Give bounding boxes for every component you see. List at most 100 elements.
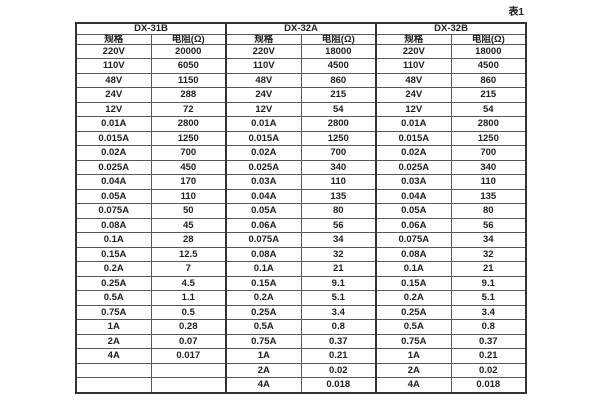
resistance-cell: 7 bbox=[150, 261, 227, 277]
spec-cell: 0.05A bbox=[225, 203, 302, 219]
table-row: 0.015A 1250 0.015A 1250 0.015A 1250 bbox=[75, 130, 527, 147]
spec-cell: 4A bbox=[375, 377, 452, 394]
spec-cell: 110V bbox=[75, 58, 152, 74]
spec-cell: 0.03A bbox=[225, 174, 302, 190]
resistance-cell: 215 bbox=[300, 87, 377, 103]
resistance-cell: 170 bbox=[150, 174, 227, 190]
spec-cell: 220V bbox=[225, 43, 302, 60]
spec-cell: 0.25A bbox=[75, 275, 152, 292]
table-row: 0.08A 45 0.06A 56 0.06A 56 bbox=[75, 217, 527, 234]
resistance-cell: 860 bbox=[450, 72, 527, 89]
table-row: 48V 1150 48V 860 48V 860 bbox=[75, 72, 527, 89]
resistance-cell: 340 bbox=[450, 159, 527, 176]
table-row: 0.25A 4.5 0.15A 9.1 0.15A 9.1 bbox=[75, 275, 527, 292]
group-header-dx32b: DX-32B bbox=[375, 22, 527, 35]
resistance-cell: 6050 bbox=[150, 58, 227, 74]
resistance-cell: 2800 bbox=[150, 116, 227, 132]
spec-cell: 0.08A bbox=[375, 246, 452, 263]
resistance-cell: 0.8 bbox=[450, 319, 527, 335]
resistance-cell: 0.5 bbox=[150, 304, 227, 321]
table-row: 1A 0.28 0.5A 0.8 0.5A 0.8 bbox=[75, 319, 527, 335]
spec-cell: 24V bbox=[375, 87, 452, 103]
spec-cell: 48V bbox=[225, 72, 302, 89]
resistance-cell: 0.017 bbox=[150, 348, 227, 364]
resistance-cell: 9.1 bbox=[300, 275, 377, 292]
resistance-cell: 0.8 bbox=[300, 319, 377, 335]
resistance-cell: 54 bbox=[450, 101, 527, 118]
table-row: 0.01A 2800 0.01A 2800 0.01A 2800 bbox=[75, 116, 527, 132]
table-row: 4A 0.017 1A 0.21 1A 0.21 bbox=[75, 348, 527, 364]
group-header-dx32a: DX-32A bbox=[225, 22, 377, 35]
spec-cell: 0.075A bbox=[225, 232, 302, 248]
spec-cell: 0.05A bbox=[375, 203, 452, 219]
resistance-cell: 4500 bbox=[450, 58, 527, 74]
resistance-cell bbox=[150, 377, 227, 394]
spec-cell: 1A bbox=[375, 348, 452, 364]
spec-cell bbox=[75, 362, 152, 379]
spec-cell: 0.06A bbox=[225, 217, 302, 234]
spec-cell: 0.01A bbox=[375, 116, 452, 132]
spec-cell: 0.5A bbox=[225, 319, 302, 335]
table-row: 0.025A 450 0.025A 340 0.025A 340 bbox=[75, 159, 527, 176]
column-header-row: 规格 电阻(Ω) 规格 电阻(Ω) 规格 电阻(Ω) bbox=[75, 33, 527, 45]
resistance-cell: 21 bbox=[300, 261, 377, 277]
resistance-cell: 450 bbox=[150, 159, 227, 176]
table-row: 2A 0.02 2A 0.02 bbox=[75, 362, 527, 379]
spec-cell: 0.2A bbox=[75, 261, 152, 277]
spec-cell: 110V bbox=[225, 58, 302, 74]
resistance-cell: 5.1 bbox=[300, 290, 377, 306]
resistance-cell: 0.21 bbox=[300, 348, 377, 364]
table-row: 0.075A 50 0.05A 80 0.05A 80 bbox=[75, 203, 527, 219]
resistance-cell: 0.02 bbox=[450, 362, 527, 379]
resistance-cell: 21 bbox=[450, 261, 527, 277]
table-body: 220V 20000 220V 18000 220V 18000 110V 6050 110V 4… bbox=[75, 43, 527, 394]
spec-cell: 0.1A bbox=[375, 261, 452, 277]
resistance-cell: 1250 bbox=[450, 130, 527, 147]
resistance-cell: 0.37 bbox=[300, 333, 377, 350]
resistance-cell: 2800 bbox=[300, 116, 377, 132]
resistance-cell: 5.1 bbox=[450, 290, 527, 306]
spec-cell: 0.04A bbox=[225, 188, 302, 205]
col-header-resistance-1: 电阻(Ω) bbox=[150, 33, 227, 45]
group-header-dx31b: DX-31B bbox=[75, 22, 227, 35]
spec-cell: 0.02A bbox=[75, 145, 152, 161]
spec-cell: 0.03A bbox=[375, 174, 452, 190]
resistance-cell: 54 bbox=[300, 101, 377, 118]
col-header-spec-1: 规格 bbox=[75, 33, 152, 45]
resistance-cell: 2800 bbox=[450, 116, 527, 132]
spec-cell: 0.06A bbox=[375, 217, 452, 234]
resistance-cell: 340 bbox=[300, 159, 377, 176]
spec-cell: 0.01A bbox=[75, 116, 152, 132]
resistance-cell: 860 bbox=[300, 72, 377, 89]
spec-cell: 24V bbox=[75, 87, 152, 103]
spec-cell: 12V bbox=[375, 101, 452, 118]
col-header-resistance-2: 电阻(Ω) bbox=[300, 33, 377, 45]
resistance-cell: 700 bbox=[150, 145, 227, 161]
spec-cell: 12V bbox=[225, 101, 302, 118]
spec-cell: 24V bbox=[225, 87, 302, 103]
table-row: 0.5A 1.1 0.2A 5.1 0.2A 5.1 bbox=[75, 290, 527, 306]
spec-cell: 0.02A bbox=[375, 145, 452, 161]
spec-cell: 0.2A bbox=[375, 290, 452, 306]
resistance-cell bbox=[150, 362, 227, 379]
spec-cell: 0.025A bbox=[225, 159, 302, 176]
resistance-cell: 110 bbox=[150, 188, 227, 205]
col-header-spec-2: 规格 bbox=[225, 33, 302, 45]
spec-cell: 0.04A bbox=[75, 174, 152, 190]
spec-cell: 2A bbox=[225, 362, 302, 379]
table-head: DX-31B DX-32A DX-32B 规格 电阻(Ω) 规格 电阻(Ω) 规… bbox=[75, 22, 527, 45]
spec-cell: 0.15A bbox=[225, 275, 302, 292]
spec-cell: 0.025A bbox=[375, 159, 452, 176]
spec-cell: 0.01A bbox=[225, 116, 302, 132]
table-row: 2A 0.07 0.75A 0.37 0.75A 0.37 bbox=[75, 333, 527, 350]
col-header-resistance-3: 电阻(Ω) bbox=[450, 33, 527, 45]
spec-cell: 0.04A bbox=[375, 188, 452, 205]
table-row: 24V 288 24V 215 24V 215 bbox=[75, 87, 527, 103]
spec-cell: 2A bbox=[75, 333, 152, 350]
resistance-cell: 0.018 bbox=[300, 377, 377, 394]
resistance-cell: 34 bbox=[450, 232, 527, 248]
spec-cell: 220V bbox=[375, 43, 452, 60]
resistance-cell: 1250 bbox=[300, 130, 377, 147]
resistance-cell: 135 bbox=[300, 188, 377, 205]
spec-cell: 0.15A bbox=[375, 275, 452, 292]
